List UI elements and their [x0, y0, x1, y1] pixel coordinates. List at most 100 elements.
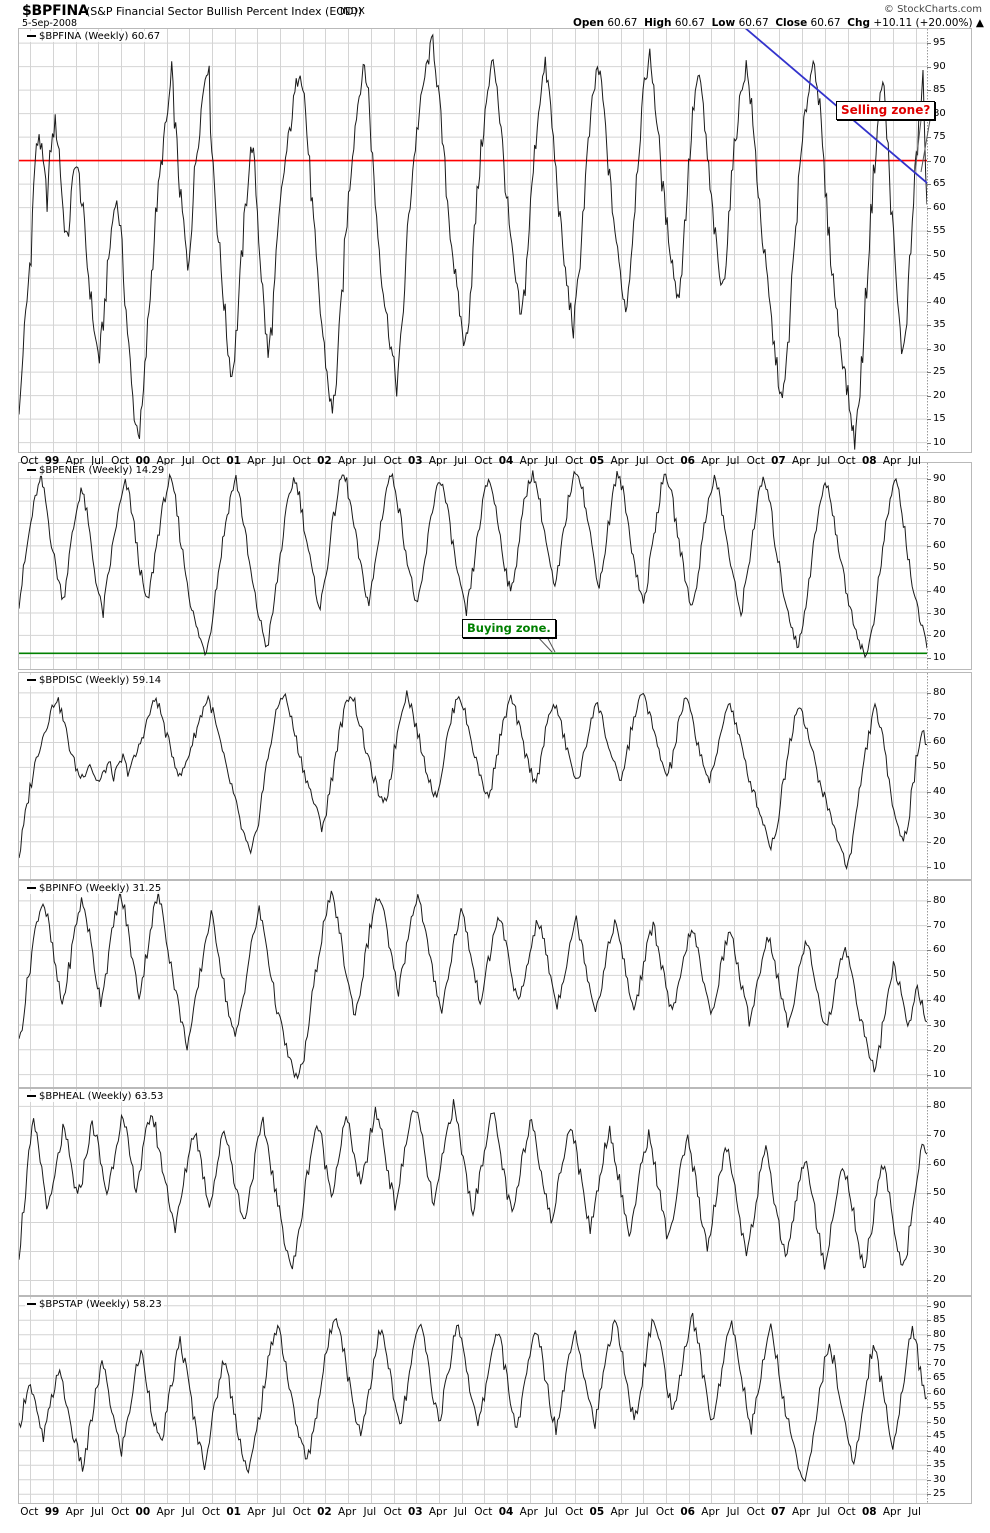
x-tick-label: 05: [589, 1506, 605, 1518]
x-tick-label: Jul: [91, 1506, 104, 1518]
x-tick-label: Jul: [817, 455, 831, 467]
x-tick-label: Oct: [383, 1506, 402, 1518]
chg-label: Chg: [847, 17, 870, 29]
y-tick-label: 20: [933, 835, 946, 847]
y-tick-mark: [927, 1164, 931, 1166]
x-tick-label: Jul: [635, 455, 649, 467]
y-tick-mark: [927, 1135, 931, 1137]
y-tick-label: 55: [933, 225, 946, 237]
y-tick-mark: [927, 395, 931, 397]
y-tick-mark: [927, 975, 931, 977]
y-tick-label: 45: [933, 1430, 946, 1442]
y-tick-label: 35: [933, 319, 946, 331]
panel-title: $BPINFO (Weekly) 31.25: [25, 883, 164, 894]
y-axis: 20 30 40 50 60 70 80: [927, 1089, 973, 1295]
y-axis-spine: [927, 673, 928, 879]
x-tick-label: Apr: [428, 1506, 448, 1518]
y-tick-mark: [927, 43, 931, 45]
x-tick-label: Jul: [726, 455, 740, 467]
chart-panel-bpdisc: $BPDISC (Weekly) 59.14 10 20 30 40 50 60 70 80: [18, 672, 972, 880]
x-tick-label: 07: [771, 455, 786, 467]
y-tick-mark: [927, 372, 931, 374]
y-tick-label: 25: [933, 366, 946, 378]
x-tick-label: Jul: [363, 455, 377, 467]
x-tick-label: Oct: [655, 455, 675, 467]
y-tick-label: 50: [933, 562, 946, 574]
x-tick-label: Oct: [111, 455, 130, 467]
x-tick-label: Jul: [635, 1506, 649, 1518]
y-tick-mark: [927, 717, 931, 719]
x-tick-label: Oct: [20, 455, 39, 467]
x-tick-label: Oct: [565, 455, 584, 467]
y-tick-mark: [927, 1378, 931, 1380]
series-swatch-icon: [27, 887, 36, 889]
x-tick-label: 03: [407, 455, 423, 467]
y-tick-label: 65: [933, 1372, 946, 1384]
x-tick-label: Apr: [610, 1506, 629, 1518]
y-tick-label: 70: [933, 1129, 946, 1141]
plot-area: [19, 881, 927, 1087]
quote-bar: Open 60.67 High 60.67 Low 60.67 Close 60…: [573, 17, 984, 29]
y-tick-label: 30: [933, 1018, 946, 1030]
y-tick-label: 15: [933, 413, 946, 425]
y-tick-mark: [927, 613, 931, 615]
y-tick-mark: [927, 278, 931, 280]
x-tick-label: Oct: [565, 1506, 584, 1518]
chg-arrow-icon: ▲: [975, 17, 984, 29]
x-tick-label: Oct: [746, 455, 765, 467]
x-tick-label: Jul: [454, 455, 467, 467]
y-tick-mark: [927, 1436, 931, 1438]
y-tick-label: 90: [933, 472, 946, 484]
y-tick-label: 70: [933, 919, 946, 931]
panel-title-text: $BPFINA (Weekly) 60.67: [39, 31, 161, 42]
high-value: 60.67: [674, 17, 705, 29]
y-tick-label: 40: [933, 786, 946, 798]
y-tick-mark: [927, 1479, 931, 1481]
y-tick-mark: [927, 325, 931, 327]
x-tick-label: Apr: [701, 455, 720, 467]
chart-panel-bpinfo: $BPINFO (Weekly) 31.25 10 20 30 40 50 60 70 80: [18, 880, 972, 1088]
y-tick-mark: [927, 1320, 931, 1322]
x-tick-label: 99: [44, 455, 60, 467]
y-tick-label: 90: [933, 60, 946, 72]
y-tick-label: 50: [933, 761, 946, 773]
y-tick-label: 75: [933, 1343, 946, 1355]
series-swatch-icon: [27, 35, 36, 37]
y-tick-mark: [927, 925, 931, 927]
y-axis: 10 20 30 40 50 60 70 80: [927, 673, 973, 879]
y-tick-label: 20: [933, 1274, 946, 1286]
plot-area: [19, 1297, 927, 1503]
y-tick-mark: [927, 950, 931, 952]
y-tick-mark: [927, 160, 931, 162]
series-line-bpinfo: [19, 890, 927, 1080]
y-tick-mark: [927, 348, 931, 350]
y-tick-mark: [927, 1494, 931, 1496]
y-tick-mark: [927, 767, 931, 769]
y-tick-label: 80: [933, 1100, 946, 1112]
y-tick-label: 70: [933, 517, 946, 529]
y-tick-label: 10: [933, 436, 946, 448]
plot-area: [19, 463, 927, 669]
x-tick-label: Oct: [20, 1506, 39, 1518]
y-tick-label: 30: [933, 810, 946, 822]
series-line-bpdisc: [19, 690, 927, 871]
y-tick-label: 85: [933, 84, 946, 96]
y-tick-label: 65: [933, 178, 946, 190]
x-tick-label: Oct: [383, 455, 402, 467]
x-tick-label: 08: [861, 1506, 877, 1518]
x-tick-label: Apr: [792, 1506, 811, 1518]
series-line-bpener: [19, 470, 927, 659]
x-tick-label: Oct: [201, 1506, 221, 1518]
y-tick-mark: [927, 1305, 931, 1307]
y-axis: 10 20 30 40 50 60 70 80: [927, 881, 973, 1087]
x-tick-label: Apr: [156, 455, 175, 467]
y-tick-mark: [927, 1450, 931, 1452]
x-tick-label: Oct: [111, 1506, 130, 1518]
open-label: Open: [572, 17, 605, 29]
y-axis-spine: [927, 29, 928, 452]
exchange-label: INDX: [340, 6, 366, 17]
y-tick-label: 20: [933, 389, 946, 401]
x-tick-label: Apr: [882, 1506, 902, 1518]
y-tick-label: 60: [933, 1158, 946, 1170]
